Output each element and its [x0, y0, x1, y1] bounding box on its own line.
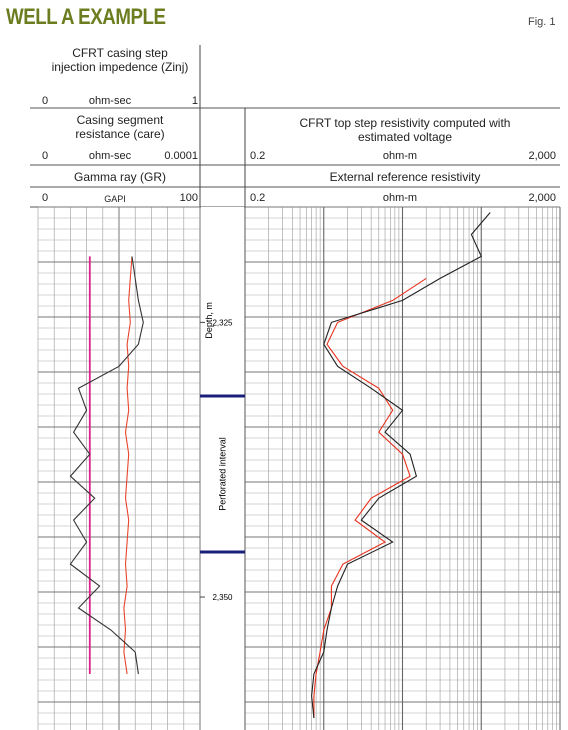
log-curve	[311, 212, 491, 718]
scale-max: 0.0001	[164, 150, 198, 162]
scale-unit: ohm-sec	[88, 150, 132, 162]
track-header: CFRT top step resistivity computed with …	[299, 116, 511, 144]
scale-max: 2,000	[528, 192, 556, 204]
log-curve	[69, 256, 144, 675]
figure-title: WELL A EXAMPLE	[6, 4, 166, 29]
scale-max: 2,000	[528, 150, 556, 162]
figure-label: Fig. 1	[528, 16, 556, 28]
scale-min: 0	[42, 192, 49, 204]
log-curve	[313, 277, 427, 718]
log-curve	[123, 256, 133, 675]
scale-unit: ohm-m	[382, 192, 418, 204]
scale-unit: GAPI	[104, 194, 126, 204]
scale-min: 0	[42, 150, 49, 162]
depth-tick-label: 2,325	[212, 318, 233, 327]
track-header: CFRT casing step injection impedence (Zi…	[51, 46, 189, 74]
scale-max: 100	[179, 192, 198, 204]
scale-max: 1	[191, 95, 198, 107]
track-header: External reference resistivity	[329, 170, 481, 184]
depth-tick-label: 2,350	[212, 593, 233, 602]
scale-min: 0.2	[250, 150, 266, 162]
track-header: Casing segment resistance (care)	[75, 113, 165, 141]
interval-label: Perforated interval	[218, 437, 228, 511]
scale-unit: ohm-m	[382, 150, 418, 162]
scale-min: 0.2	[250, 192, 266, 204]
scale-unit: ohm-sec	[88, 95, 132, 107]
depth-axis-label: Depth, m	[204, 302, 214, 339]
depth-track	[201, 207, 244, 730]
scale-min: 0	[42, 95, 49, 107]
track-header: Gamma ray (GR)	[73, 170, 166, 184]
